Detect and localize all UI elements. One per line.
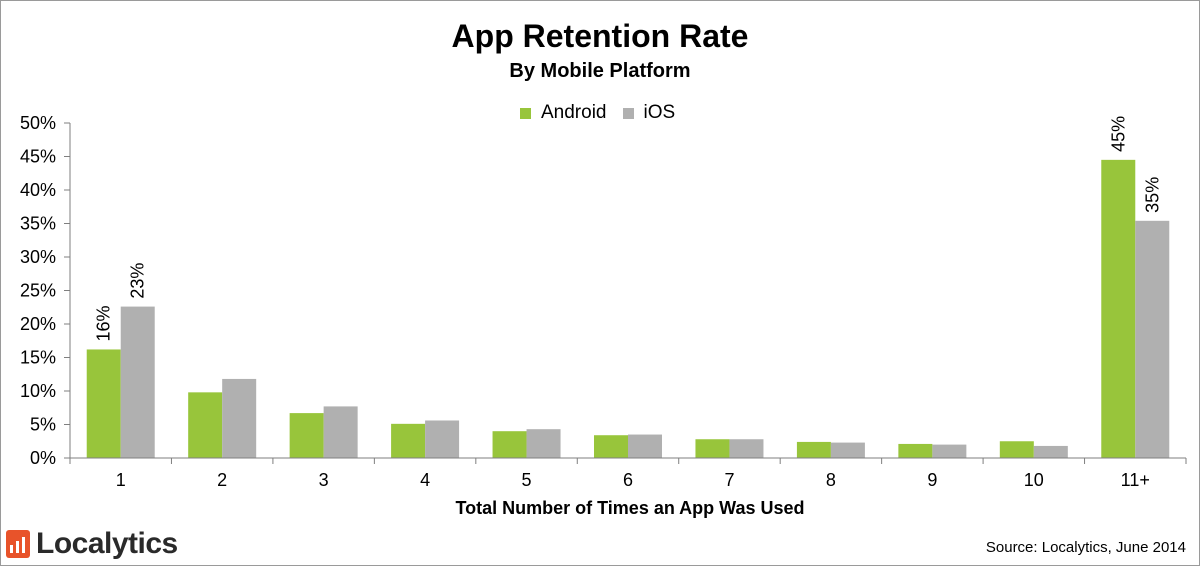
legend-swatch-android (520, 107, 531, 119)
y-tick-label: 15% (20, 348, 56, 368)
bar-ios-11plus (1135, 220, 1170, 458)
bar-ios-4 (425, 420, 460, 458)
bar-android-11plus (1101, 159, 1136, 458)
bar-ios-10 (1033, 445, 1068, 458)
legend-label-ios: iOS (643, 102, 676, 123)
chart-subtitle: By Mobile Platform (509, 60, 691, 82)
y-tick-label: 40% (20, 180, 56, 200)
y-tick-label: 35% (20, 214, 56, 234)
x-tick-label: 11+ (1121, 470, 1150, 490)
y-tick-label: 45% (20, 147, 56, 167)
bar-android-1 (86, 349, 121, 458)
bar-android-10 (999, 441, 1034, 458)
bar-ios-7 (729, 439, 764, 458)
y-tick-label: 20% (20, 314, 56, 334)
y-tick-label: 50% (20, 113, 56, 133)
bar-ios-6 (628, 434, 662, 458)
bar-android-2 (188, 392, 223, 458)
x-tick-label: 7 (724, 470, 734, 490)
x-tick-label: 6 (623, 470, 633, 490)
y-tick-label: 25% (20, 281, 56, 301)
y-tick-label: 0% (30, 448, 56, 468)
y-tick-label: 5% (30, 415, 56, 435)
data-label-ios-1: 23% (128, 263, 148, 299)
brand-name: Localytics (36, 527, 178, 560)
bar-android-3 (289, 413, 324, 458)
bar-android-9 (898, 443, 933, 458)
bar-android-4 (391, 423, 426, 458)
bar-ios-3 (323, 406, 358, 458)
y-tick-label: 10% (20, 381, 56, 401)
legend-label-android: Android (541, 102, 607, 123)
x-tick-label: 1 (116, 470, 126, 490)
x-tick-label: 2 (217, 470, 227, 490)
x-axis-title: Total Number of Times an App Was Used (455, 498, 805, 518)
legend-item-ios: iOS (622, 102, 676, 124)
x-tick-label: 8 (826, 470, 836, 490)
bar-ios-8 (830, 442, 865, 458)
y-tick-label: 30% (20, 247, 56, 267)
bar-ios-2 (222, 378, 257, 458)
bar-android-6 (594, 435, 628, 458)
data-label-android-11plus: 45% (1108, 116, 1128, 152)
x-tick-label: 10 (1024, 470, 1044, 490)
source-note: Source: Localytics, June 2014 (985, 539, 1186, 556)
brand-logo: Localytics (6, 527, 178, 561)
bar-android-5 (492, 431, 527, 458)
legend-swatch-ios (622, 107, 634, 119)
bar-android-7 (695, 439, 730, 458)
chart-legend: Android iOS (520, 102, 691, 124)
bar-android-8 (796, 441, 831, 458)
x-tick-label: 4 (420, 470, 430, 490)
x-tick-label: 9 (927, 470, 937, 490)
data-label-ios-11plus: 35% (1142, 177, 1162, 213)
x-tick-label: 3 (319, 470, 329, 490)
bar-ios-1 (120, 306, 155, 458)
legend-item-android: Android (520, 102, 607, 124)
bar-ios-9 (932, 444, 967, 458)
localytics-logo-icon (6, 530, 30, 558)
bar-ios-5 (526, 429, 561, 458)
data-label-android-1: 16% (94, 305, 114, 341)
x-tick-label: 5 (522, 470, 532, 490)
chart-title: App Retention Rate (451, 18, 749, 54)
